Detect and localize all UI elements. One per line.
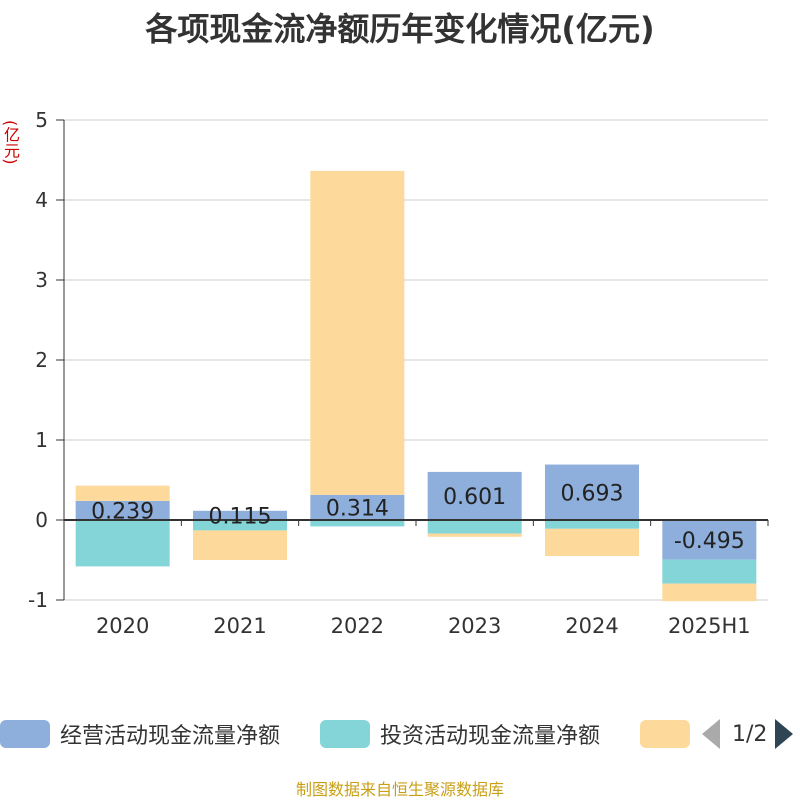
legend-next-icon[interactable] bbox=[775, 719, 794, 749]
legend-swatch-investing bbox=[320, 720, 370, 748]
legend-label-investing: 投资活动现金流量净额 bbox=[380, 724, 601, 749]
legend-item-financing[interactable] bbox=[640, 712, 700, 756]
y-tick-label: 3 bbox=[35, 268, 48, 292]
x-tick-label: 2021 bbox=[213, 614, 266, 638]
legend-label-operating: 经营活动现金流量净额 bbox=[60, 724, 281, 749]
data-label: 0.239 bbox=[91, 499, 154, 524]
data-label: 0.693 bbox=[561, 481, 624, 506]
bars-layer bbox=[75, 170, 757, 602]
bar-operating bbox=[545, 464, 639, 520]
labels-layer: 0.239 0.115 0.314 0.601 0.693 -0.495 bbox=[91, 481, 745, 554]
bar-operating bbox=[427, 471, 522, 520]
bar-operating bbox=[662, 520, 757, 560]
bar-financing bbox=[75, 485, 170, 501]
x-tick-label: 2022 bbox=[331, 614, 384, 638]
legend-pager: 1/2 bbox=[700, 712, 800, 756]
legend: 经营活动现金流量净额 投资活动现金流量净额 bbox=[0, 712, 800, 756]
bar-investing bbox=[310, 520, 405, 527]
bar-investing bbox=[193, 520, 287, 531]
bar-operating bbox=[310, 494, 405, 520]
legend-swatch-operating bbox=[0, 720, 50, 748]
data-label: 0.314 bbox=[326, 496, 389, 521]
data-label: 0.601 bbox=[443, 485, 506, 510]
legend-item-investing[interactable]: 投资活动现金流量净额 bbox=[320, 712, 600, 756]
y-tick-label: 4 bbox=[35, 188, 48, 212]
x-tick-label: 2024 bbox=[565, 614, 618, 638]
x-tick-label: 2023 bbox=[448, 614, 501, 638]
source-note: 制图数据来自恒生聚源数据库 bbox=[295, 780, 504, 799]
y-tick-label: -1 bbox=[28, 588, 48, 612]
bar-financing bbox=[310, 170, 405, 495]
data-label: 0.115 bbox=[209, 504, 272, 529]
chart-title: 各项现金流净额历年变化情况(亿元) bbox=[145, 10, 655, 48]
bar-financing bbox=[662, 583, 757, 602]
bar-investing bbox=[545, 520, 639, 529]
legend-swatch-financing bbox=[640, 720, 690, 748]
y-tick-label: 0 bbox=[35, 508, 48, 532]
legend-page-indicator: 1/2 bbox=[732, 721, 768, 747]
x-tick-label: 2025H1 bbox=[668, 614, 751, 638]
y-tick-label: 5 bbox=[35, 108, 48, 132]
x-tick-label: 2020 bbox=[96, 614, 149, 638]
bar-financing bbox=[193, 530, 287, 560]
bar-operating bbox=[75, 500, 170, 520]
bar-financing bbox=[545, 528, 639, 556]
bar-investing bbox=[427, 520, 522, 534]
grid-layer bbox=[64, 119, 768, 601]
data-label: -0.495 bbox=[674, 529, 745, 554]
bar-financing bbox=[427, 533, 522, 537]
legend-prev-icon[interactable] bbox=[702, 719, 720, 749]
axes-layer: -1 0 1 2 3 4 5 2020 2021 2022 2023 2024 2025H1 bbox=[28, 108, 769, 638]
cashflow-chart: -1 0 1 2 3 4 5 2020 2021 2022 2023 2024 2025H1 0.239… bbox=[28, 108, 769, 638]
bar-investing bbox=[75, 520, 170, 567]
bar-investing bbox=[662, 559, 757, 584]
y-tick-label: 2 bbox=[35, 348, 48, 372]
y-tick-label: 1 bbox=[35, 428, 48, 452]
y-axis-unit: (亿元) bbox=[1, 120, 20, 165]
legend-item-operating[interactable]: 经营活动现金流量净额 bbox=[0, 712, 280, 756]
bar-operating bbox=[193, 510, 287, 520]
